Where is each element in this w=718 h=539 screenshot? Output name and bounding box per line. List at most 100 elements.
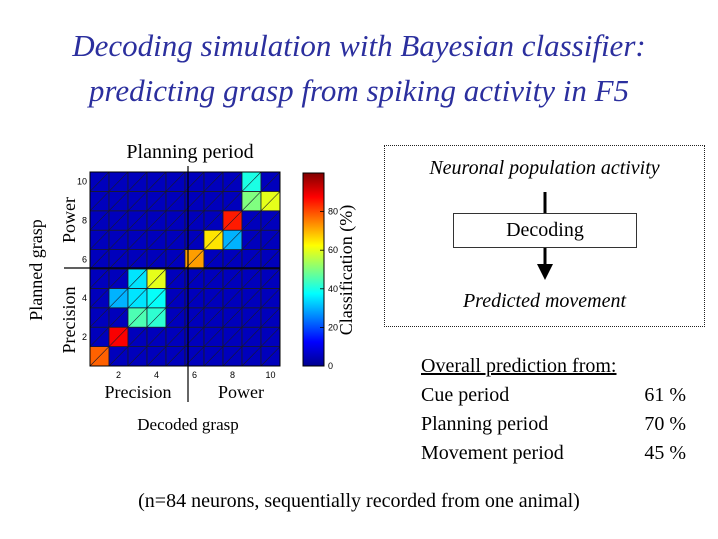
cell-diagonal xyxy=(108,249,129,270)
x-tick-label: 4 xyxy=(154,370,159,380)
colorbar-tick-label: 0 xyxy=(328,361,333,371)
cell-diagonal xyxy=(241,171,262,192)
cell-diagonal xyxy=(108,326,129,347)
cell-diagonal xyxy=(165,249,186,270)
cell-diagonal xyxy=(165,268,186,289)
cell-diagonal xyxy=(165,229,186,250)
cell-diagonal xyxy=(241,307,262,328)
prediction-row-label: Planning period xyxy=(421,413,549,435)
prediction-row-value: 45 % xyxy=(644,442,686,464)
cell-diagonal xyxy=(222,268,243,289)
cell-diagonal xyxy=(146,210,167,231)
cell-diagonal xyxy=(127,346,148,367)
x-tick-label: 6 xyxy=(192,370,197,380)
cell-diagonal xyxy=(222,249,243,270)
cell-diagonal xyxy=(127,210,148,231)
x-group-power: Power xyxy=(218,382,264,402)
cell-diagonal xyxy=(203,326,224,347)
x-axis-label: Decoded grasp xyxy=(137,415,239,434)
cell-diagonal xyxy=(146,268,167,289)
cell-diagonal xyxy=(241,191,262,212)
cell-diagonal xyxy=(260,249,281,270)
cell-diagonal xyxy=(165,326,186,347)
cell-diagonal xyxy=(165,346,186,367)
cell-diagonal xyxy=(127,249,148,270)
cell-diagonal xyxy=(89,229,110,250)
cell-diagonal xyxy=(241,346,262,367)
y-tick-labels: 2 4 6 8 10 xyxy=(77,177,87,342)
cell-diagonal xyxy=(165,307,186,328)
cell-diagonal xyxy=(146,249,167,270)
prediction-row-value: 61 % xyxy=(644,384,686,406)
cell-diagonal xyxy=(260,346,281,367)
cell-diagonal xyxy=(108,268,129,289)
cell-diagonal xyxy=(222,210,243,231)
cell-diagonal xyxy=(89,326,110,347)
cell-diagonal xyxy=(222,288,243,309)
cell-diagonal xyxy=(127,229,148,250)
footer-note: (n=84 neurons, sequentially recorded fro… xyxy=(138,490,580,512)
cell-diagonal xyxy=(203,346,224,367)
cell-diagonal xyxy=(241,326,262,347)
prediction-row-label: Cue period xyxy=(421,384,510,406)
cell-diagonal xyxy=(260,191,281,212)
cell-diagonal xyxy=(146,346,167,367)
cell-diagonal xyxy=(222,346,243,367)
cell-diagonal xyxy=(127,268,148,289)
cell-diagonal xyxy=(260,326,281,347)
cell-diagonal xyxy=(203,171,224,192)
diagram-output-label: Predicted movement xyxy=(462,290,627,312)
colorbar-tick-label: 60 xyxy=(328,245,338,255)
x-tick-labels: 2 4 6 8 10 xyxy=(116,370,276,380)
cell-diagonal xyxy=(127,191,148,212)
decoding-diagram-box xyxy=(384,145,705,327)
x-tick-label: 8 xyxy=(230,370,235,380)
cell-diagonal xyxy=(203,229,224,250)
cell-diagonal xyxy=(108,346,129,367)
diagram-input-label: Neuronal population activity xyxy=(429,157,660,179)
cell-diagonal xyxy=(108,307,129,328)
slide-title-line-1: Decoding simulation with Bayesian classi… xyxy=(72,28,646,63)
cell-diagonal xyxy=(146,326,167,347)
y-axis-label: Planned grasp xyxy=(26,219,46,320)
cell-diagonal xyxy=(127,326,148,347)
x-tick-label: 10 xyxy=(265,370,275,380)
y-tick-label: 4 xyxy=(82,293,87,303)
cell-diagonal xyxy=(89,307,110,328)
cell-diagonal xyxy=(108,191,129,212)
colorbar-tick-label: 20 xyxy=(328,322,338,332)
cell-diagonal xyxy=(89,268,110,289)
cell-diagonal xyxy=(146,307,167,328)
cell-diagonal xyxy=(165,288,186,309)
cell-diagonal xyxy=(89,171,110,192)
cell-diagonal xyxy=(260,171,281,192)
cell-diagonal xyxy=(241,268,262,289)
y-tick-label: 10 xyxy=(77,177,87,187)
cell-diagonal xyxy=(241,229,262,250)
cell-diagonal xyxy=(222,171,243,192)
cell-diagonal xyxy=(260,307,281,328)
cell-diagonal xyxy=(89,210,110,231)
cell-diagonal xyxy=(108,210,129,231)
cell-diagonal xyxy=(127,288,148,309)
y-tick-label: 8 xyxy=(82,216,87,226)
cell-diagonal xyxy=(146,288,167,309)
colorbar xyxy=(302,172,325,367)
cell-diagonal xyxy=(165,171,186,192)
x-tick-label: 2 xyxy=(116,370,121,380)
cell-diagonal xyxy=(89,288,110,309)
colorbar-label: Classification (%) xyxy=(336,205,357,335)
y-tick-label: 6 xyxy=(82,254,87,264)
cell-diagonal xyxy=(89,249,110,270)
colorbar-tick-label: 80 xyxy=(328,207,338,217)
cell-diagonal xyxy=(203,307,224,328)
cell-diagonal xyxy=(260,268,281,289)
cell-diagonal xyxy=(146,229,167,250)
y-group-power: Power xyxy=(59,197,79,243)
cell-diagonal xyxy=(203,268,224,289)
decoding-process-box: Decoding xyxy=(453,213,637,248)
cell-diagonal xyxy=(146,191,167,212)
cell-diagonal xyxy=(222,326,243,347)
cell-diagonal xyxy=(222,307,243,328)
